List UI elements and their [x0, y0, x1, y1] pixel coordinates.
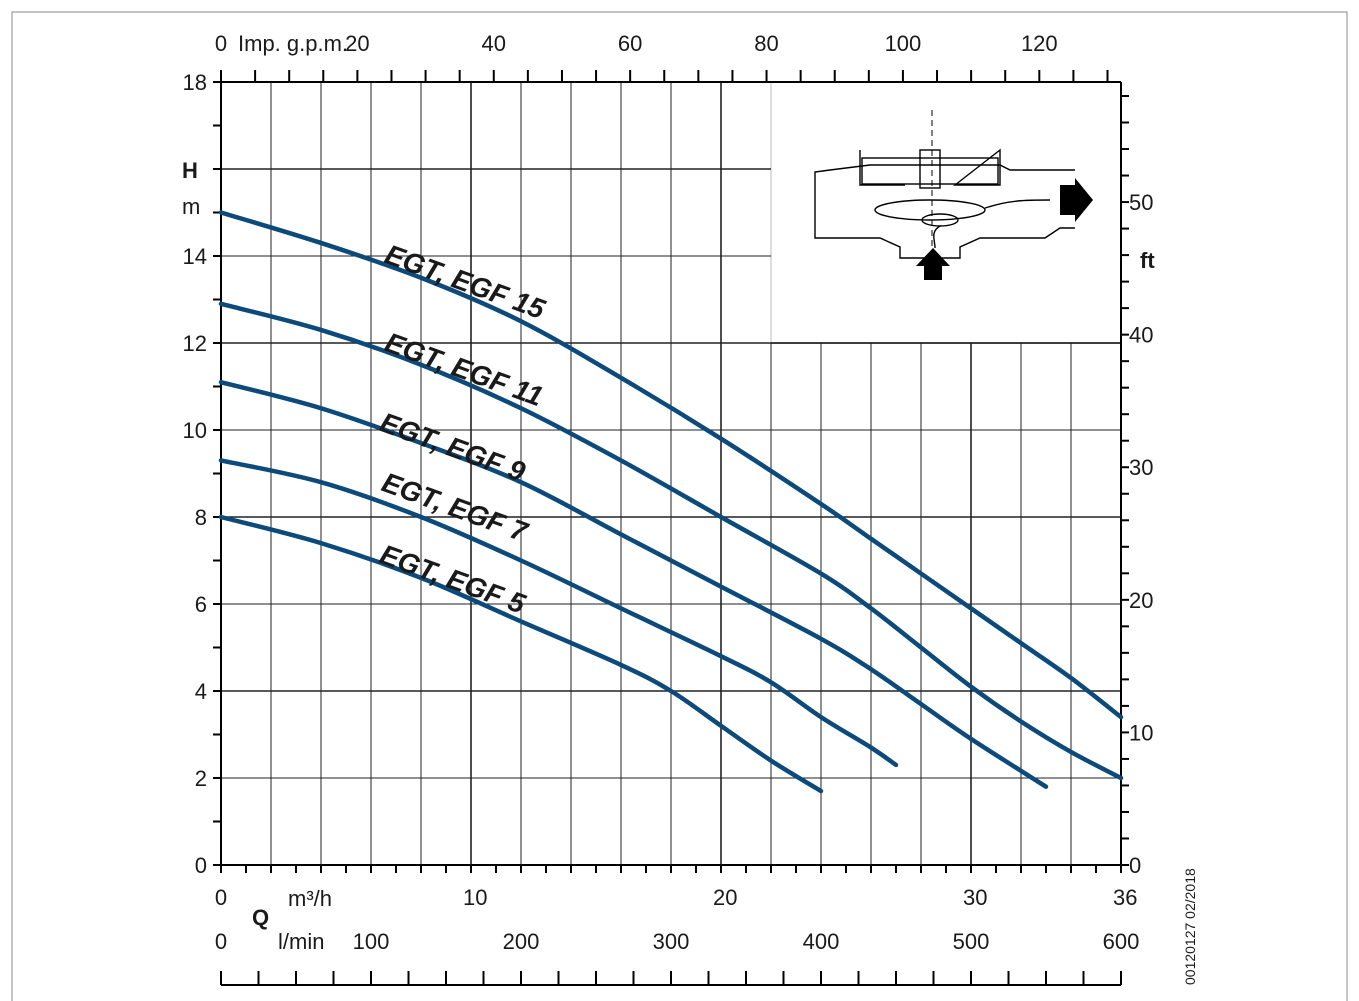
- y-tick-label: 12: [183, 331, 207, 356]
- y-tick-label: 4: [195, 679, 207, 704]
- x-tick-label: 0: [215, 885, 227, 910]
- pump-inset-diagram: [814, 110, 1093, 280]
- y-tick-label: 6: [195, 592, 207, 617]
- x-tick-label: 10: [463, 885, 487, 910]
- y-tick-label: 10: [183, 418, 207, 443]
- x2-tick-label: 300: [653, 929, 690, 954]
- inlet-arrow-icon: [916, 248, 950, 280]
- curve-line: [218, 514, 824, 794]
- curve-label: EGT, EGF 5: [376, 539, 530, 620]
- x-top-tick-label: 60: [618, 31, 642, 56]
- curve-line: [218, 458, 899, 768]
- x-tick-label: 30: [963, 885, 987, 910]
- y2-tick-label: 50: [1129, 190, 1153, 215]
- curve-line: [218, 301, 1124, 781]
- x-tick-label: 20: [713, 885, 737, 910]
- x2-tick-label: 600: [1103, 929, 1140, 954]
- x-top-tick-label: 120: [1021, 31, 1058, 56]
- swirl-ellipse: [874, 199, 986, 221]
- x2-tick-label: 200: [503, 929, 540, 954]
- y2-tick-label: 0: [1129, 853, 1141, 878]
- y2-tick-label: 40: [1129, 323, 1153, 348]
- y2-tick-label: 20: [1129, 588, 1153, 613]
- x2-tick-label: 400: [803, 929, 840, 954]
- curve-label: EGT, EGF 11: [381, 327, 547, 413]
- curve-line: [218, 210, 1124, 720]
- y2-unit-label: ft: [1140, 248, 1155, 273]
- x2-tick-label: 0: [215, 929, 227, 954]
- x2-tick-label: 100: [353, 929, 390, 954]
- x-top-tick-label: 40: [482, 31, 506, 56]
- y-symbol-label: H: [182, 158, 198, 183]
- inflow-path: [933, 225, 941, 249]
- x-top-tick-label: 80: [754, 31, 778, 56]
- x-top-tick-label: 0: [215, 31, 227, 56]
- x2-tick-label: 500: [953, 929, 990, 954]
- x-unit-label: m³/h: [288, 886, 332, 911]
- y-tick-label: 2: [195, 766, 207, 791]
- y-unit-label: m: [182, 194, 200, 219]
- image-code: 00120127 02/2018: [1182, 868, 1198, 985]
- y-tick-label: 8: [195, 505, 207, 530]
- y2-tick-label: 30: [1129, 455, 1153, 480]
- curve-label: EGT, EGF 15: [381, 239, 549, 326]
- frame: [11, 11, 1348, 1001]
- x2-unit-label: l/min: [278, 929, 324, 954]
- y-tick-label: 14: [183, 244, 207, 269]
- y-tick-label: 18: [183, 70, 207, 95]
- volute-outline: [814, 164, 1075, 259]
- outlet-arrow-icon: [1060, 178, 1093, 222]
- impeller-housing: [861, 157, 999, 185]
- impeller-body: [859, 148, 1001, 186]
- x-top-tick-label: 20: [345, 31, 369, 56]
- q-symbol-label: Q: [252, 905, 269, 930]
- x-top-tick-label: 100: [885, 31, 922, 56]
- outflow-path: [984, 199, 1051, 209]
- curve-line: [218, 379, 1049, 789]
- y-tick-label: 0: [195, 853, 207, 878]
- grid: [11, 11, 1348, 1001]
- y2-tick-label: 10: [1129, 720, 1153, 745]
- impeller-hub: [919, 149, 941, 189]
- top-unit-label: Imp. g.p.m.: [238, 31, 348, 56]
- axis-labels: H m ft Q m³/h l/min Imp. g.p.m. 00120127…: [182, 31, 1198, 985]
- x-tick-label: 36: [1113, 885, 1137, 910]
